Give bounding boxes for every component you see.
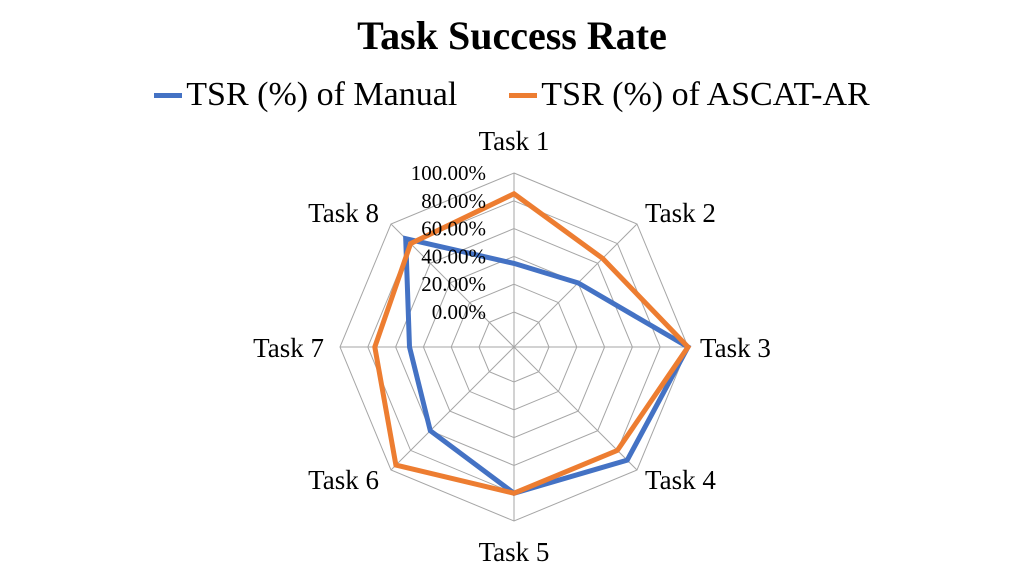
axis-label-task-3: Task 3 (700, 333, 771, 363)
tick-label-0: 0.00% (432, 300, 486, 324)
tick-label-3: 60.00% (421, 217, 486, 241)
legend-item-manual: TSR (%) of Manual (154, 74, 457, 116)
axis-label-task-5: Task 5 (479, 537, 550, 567)
tick-label-1: 20.00% (421, 272, 486, 296)
axis-label-task-4: Task 4 (645, 465, 716, 495)
chart-title: Task Success Rate (357, 13, 667, 58)
legend-item-ascat-ar: TSR (%) of ASCAT-AR (509, 74, 870, 116)
spoke-6 (390, 346, 515, 471)
spoke-2 (513, 223, 638, 348)
axis-label-task-1: Task 1 (479, 126, 550, 156)
tick-label-2: 40.00% (421, 244, 486, 268)
legend: TSR (%) of Manual TSR (%) of ASCAT-AR (0, 74, 1024, 116)
legend-swatch-manual (154, 92, 183, 98)
legend-label-ascat-ar: TSR (%) of ASCAT-AR (541, 76, 870, 113)
tick-label-4: 80.00% (421, 189, 486, 213)
legend-swatch-ascat-ar (509, 92, 538, 98)
axis-label-task-8: Task 8 (308, 198, 379, 228)
axis-label-task-6: Task 6 (308, 465, 379, 495)
series-line-ascat-ar (372, 190, 692, 496)
axis-label-task-7: Task 7 (253, 333, 324, 363)
axis-label-task-2: Task 2 (645, 198, 716, 228)
legend-label-manual: TSR (%) of Manual (186, 76, 458, 113)
tick-label-5: 100.00% (411, 161, 486, 185)
